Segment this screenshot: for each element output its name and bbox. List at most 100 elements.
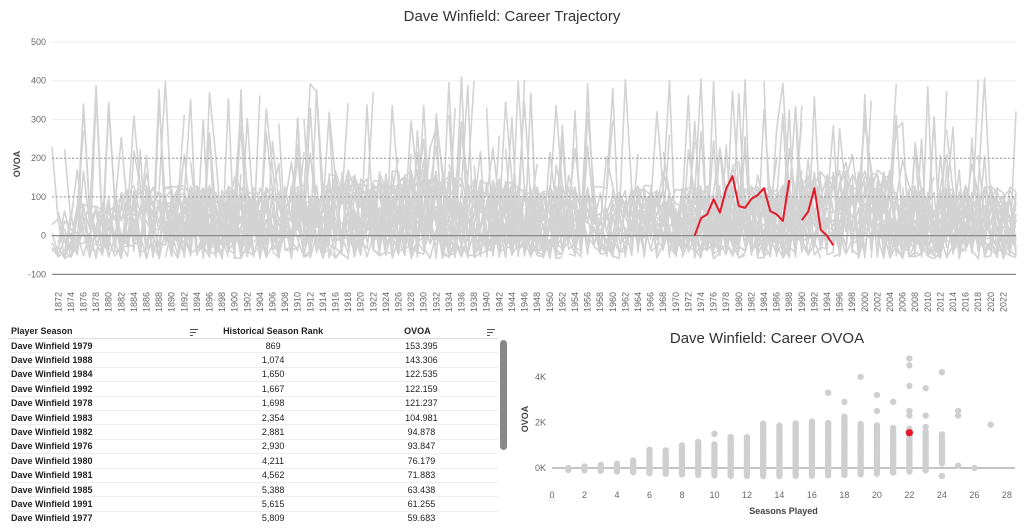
background-career-line: [908, 85, 992, 256]
table-row[interactable]: Dave Winfield 1981 4,562 71.883: [8, 468, 498, 483]
table-row[interactable]: Dave Winfield 1985 5,388 63.438: [8, 482, 498, 498]
cell-ovoa: 76.179: [344, 453, 498, 469]
x-tick-label: 22: [904, 490, 914, 500]
cell-season-rank: 1,074: [201, 352, 345, 368]
x-tick-label: 1966: [646, 292, 656, 312]
table-row[interactable]: Dave Winfield 1988 1,074 143.306: [8, 352, 498, 368]
scatter-point: [938, 431, 946, 438]
background-career-line: [819, 190, 853, 251]
cell-player-season: Dave Winfield 1992: [8, 381, 202, 397]
table-row[interactable]: Dave Winfield 1977 5,809 59.683: [8, 511, 498, 524]
table-row[interactable]: Dave Winfield 1983 2,354 104.981: [8, 410, 498, 426]
scatter-point: [971, 464, 978, 472]
x-tick-label: 1998: [847, 292, 857, 312]
x-tick-label: 12: [742, 490, 752, 500]
scatter-point: [938, 437, 946, 444]
x-tick-label: 1924: [381, 292, 391, 312]
scatter-point: [695, 438, 702, 446]
scatter-point: [922, 385, 929, 392]
scatter-point: [922, 423, 929, 431]
table-scrollbar[interactable]: [500, 340, 507, 450]
background-career-line: [555, 185, 651, 254]
cell-season-rank: 2,930: [201, 439, 345, 455]
cell-player-season: Dave Winfield 1978: [8, 396, 202, 411]
x-tick-label: 2016: [961, 292, 971, 312]
background-career-line: [485, 107, 507, 250]
scatter-point: [889, 424, 897, 432]
background-career-line: [618, 94, 734, 259]
x-tick-label: 2012: [935, 292, 945, 312]
cell-ovoa: 93.847: [344, 439, 498, 455]
scatter-point: [906, 362, 913, 369]
header-player-season[interactable]: Player Season: [8, 324, 202, 339]
scatter-point: [906, 355, 913, 362]
sort-icon[interactable]: [487, 328, 495, 337]
background-career-line: [517, 120, 614, 255]
table-row[interactable]: Dave Winfield 1984 1,650 122.535: [8, 367, 498, 383]
scatter-point: [841, 413, 848, 420]
scatter-point: [938, 472, 946, 480]
winfield-career-line: [693, 175, 791, 237]
x-tick-label: 2: [582, 490, 587, 500]
cell-ovoa: 153.395: [344, 338, 498, 354]
table-row[interactable]: Dave Winfield 1978 1,698 121.237: [8, 396, 498, 411]
background-career-line: [139, 154, 217, 250]
scatter-point: [711, 430, 718, 438]
scatter-point: [857, 420, 864, 428]
x-tick-label: 28: [1002, 490, 1012, 500]
x-tick-label: 1912: [305, 292, 315, 312]
table-row[interactable]: Dave Winfield 1991 5,615 61.255: [8, 496, 498, 512]
table-row[interactable]: Dave Winfield 1992 1,667 122.159: [8, 381, 498, 397]
header-season-rank[interactable]: Historical Season Rank: [201, 324, 345, 339]
table-row[interactable]: Dave Winfield 1980 4,211 76.179: [8, 453, 498, 469]
cell-player-season: Dave Winfield 1985: [8, 482, 202, 498]
background-career-line: [876, 165, 986, 258]
sort-icon[interactable]: [190, 328, 199, 337]
background-career-line: [517, 92, 563, 260]
background-career-line: [164, 132, 242, 258]
y-tick-label: 0K: [535, 463, 546, 473]
x-tick-label: 1918: [343, 292, 353, 312]
background-career-line: [89, 85, 129, 249]
y-tick-label: 400: [31, 76, 46, 86]
x-tick-label: 18: [839, 490, 849, 500]
cell-ovoa: 94.878: [344, 424, 498, 440]
x-tick-label: 1970: [671, 292, 681, 312]
cell-season-rank: 1,667: [201, 381, 345, 397]
x-tick-label: 1958: [595, 292, 605, 312]
cell-season-rank: 4,211: [201, 453, 345, 469]
x-tick-label: 2000: [860, 292, 870, 312]
x-tick-label: 1982: [746, 292, 756, 312]
cell-ovoa: 104.981: [344, 410, 498, 426]
x-tick-label: 1964: [633, 292, 643, 312]
cell-ovoa: 61.255: [344, 496, 498, 512]
scatter-point: [613, 460, 621, 467]
scatter-point: [678, 442, 686, 449]
background-career-line: [296, 192, 330, 251]
highlight-series: [693, 175, 835, 246]
cell-player-season: Dave Winfield 1984: [8, 367, 202, 383]
table-row[interactable]: Dave Winfield 1979 869 153.395: [8, 338, 498, 354]
scatter-points: [565, 355, 994, 480]
x-tick-label: 1992: [809, 292, 819, 312]
background-career-line: [807, 94, 916, 257]
background-career-line: [882, 79, 979, 258]
table-row[interactable]: Dave Winfield 1976 2,930 93.847: [8, 439, 498, 455]
scatter-point: [824, 419, 832, 427]
x-tick-label: 1952: [557, 292, 567, 312]
scatter-point: [938, 448, 946, 456]
background-career-line: [341, 179, 425, 256]
scatter-point: [759, 420, 767, 427]
table-row[interactable]: Dave Winfield 1982 2,881 94.878: [8, 424, 498, 440]
background-career-line: [77, 205, 122, 246]
x-tick-label: 2004: [885, 292, 895, 312]
background-career-line: [549, 187, 576, 234]
x-tick-label: 1950: [545, 292, 555, 312]
background-career-line: [271, 89, 337, 258]
x-tick-label: 1914: [318, 292, 328, 312]
cell-ovoa: 71.883: [344, 468, 498, 483]
header-ovoa[interactable]: OVOA: [344, 324, 498, 339]
scatter-point: [873, 407, 881, 415]
background-career-line: [819, 181, 847, 247]
